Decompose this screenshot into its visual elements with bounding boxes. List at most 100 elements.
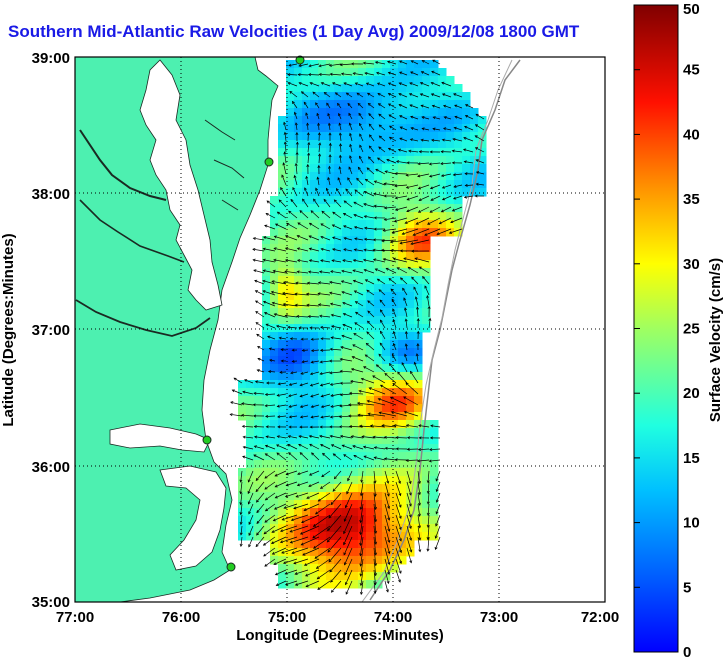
velocity-cell [286,540,295,549]
velocity-cell [254,492,263,501]
velocity-cell [246,468,255,477]
velocity-vector-head [253,445,257,449]
velocity-vector [450,217,463,223]
velocity-vector [310,382,320,387]
velocity-vector-head [256,333,260,337]
velocity-vector-head [396,267,400,270]
velocity-vector [340,435,353,439]
velocity-cell [238,484,247,493]
velocity-vector-head [265,414,269,418]
velocity-vector-head [378,113,382,117]
velocity-cell [406,68,415,77]
velocity-cell [422,524,431,533]
velocity-cell [382,556,391,565]
velocity-vector [349,392,364,395]
velocity-vector [406,424,419,428]
velocity-cell [286,92,295,101]
velocity-cell [294,444,303,453]
velocity-cell [310,396,319,405]
velocity-cell [382,508,391,517]
velocity-cell [350,524,359,533]
velocity-cell [342,276,351,285]
velocity-cell [310,260,319,269]
velocity-vector-head [386,158,390,162]
velocity-vector-head [288,415,292,419]
velocity-vector-head [320,405,324,409]
velocity-cell [406,372,415,381]
velocity-vector-head [410,127,414,130]
velocity-cell [406,100,415,109]
colorbar-tick-label: 25 [683,321,700,338]
velocity-cell [382,220,391,229]
velocity-vector [442,93,452,98]
velocity-vector [385,447,397,450]
velocity-cell [286,212,295,221]
velocity-vector-head [329,72,333,76]
velocity-cell [398,260,407,269]
velocity-vector [320,382,331,386]
velocity-vector-head [339,63,343,67]
velocity-cell [278,516,287,525]
velocity-vector-head [336,187,339,192]
velocity-cell [318,404,327,413]
velocity-cell [334,236,343,245]
velocity-vector-head [387,539,391,544]
velocity-cell [350,244,359,253]
velocity-cell [262,492,271,501]
velocity-vector-head [404,353,407,357]
velocity-cell [286,452,295,461]
velocity-cell [446,132,455,141]
velocity-vector-head [309,443,313,447]
velocity-cell [414,252,423,261]
velocity-cell [422,220,431,229]
velocity-vector-head [343,236,347,240]
velocity-cell [422,500,431,509]
velocity-vector-head [453,184,457,188]
velocity-vector-head [296,247,300,251]
velocity-vector [332,236,342,241]
velocity-cell [406,300,415,309]
velocity-cell [318,316,327,325]
velocity-cell [358,260,367,269]
velocity-vector [424,285,430,296]
velocity-cell [390,516,399,525]
velocity-vector-head [264,497,268,501]
velocity-vector [465,184,474,186]
velocity-cell [374,580,383,589]
velocity-cell [294,572,303,581]
velocity-cell [310,540,319,549]
velocity-cell [374,132,383,141]
velocity-cell [318,164,327,173]
velocity-cell [422,484,431,493]
velocity-vector [263,259,276,263]
velocity-vector [256,492,265,503]
velocity-vector-head [427,222,431,225]
velocity-vector-head [386,480,390,484]
velocity-vector-head [413,286,417,290]
velocity-cell [294,156,303,165]
velocity-cell [318,92,327,101]
velocity-cell [342,116,351,125]
velocity-cell [342,260,351,269]
velocity-vector-head [350,62,354,66]
velocity-vector-head [330,579,334,583]
velocity-cell [278,500,287,509]
velocity-cell [334,452,343,461]
velocity-cell [270,204,279,213]
velocity-cell [302,468,311,477]
velocity-vector-head [357,102,361,106]
velocity-vector-head [395,447,399,451]
velocity-vector [428,318,431,329]
velocity-vector-head [284,314,288,318]
velocity-vector-head [329,291,333,295]
velocity-cell [438,100,447,109]
velocity-cell [438,180,447,189]
velocity-vector [388,114,397,120]
velocity-vector [419,266,430,274]
velocity-cell [318,156,327,165]
velocity-vector-head [373,216,377,220]
velocity-cell [350,76,359,85]
velocity-cell [406,380,415,389]
velocity-vector [364,249,375,252]
velocity-cell [286,332,295,341]
